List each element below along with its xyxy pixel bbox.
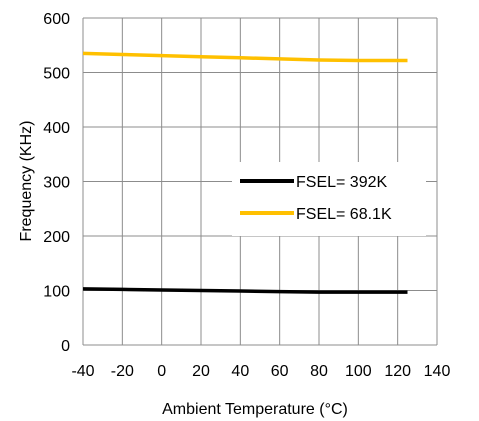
x-tick-label: 20 (192, 363, 210, 380)
y-tick-label: 600 (43, 11, 70, 28)
x-tick-labels: -40 -20 0 20 40 60 80 100 120 140 (71, 363, 450, 380)
y-axis-title: Frequency (KHz) (18, 121, 35, 242)
x-tick-label: 60 (271, 363, 289, 380)
series-lines (82, 51, 408, 294)
x-tick-label: -40 (71, 363, 94, 380)
y-tick-label: 100 (43, 284, 70, 301)
y-tick-label: 300 (43, 175, 70, 192)
x-tick-label: 120 (384, 363, 411, 380)
y-tick-label: 0 (61, 338, 70, 355)
x-axis-title: Ambient Temperature (°C) (162, 401, 348, 418)
legend-background (232, 162, 426, 236)
y-tick-labels: 0 100 200 300 400 500 600 (43, 11, 70, 355)
series-line-0 (82, 287, 408, 294)
y-tick-label: 200 (43, 229, 70, 246)
x-tick-label: 140 (424, 363, 451, 380)
series-line-1 (82, 51, 408, 63)
x-tick-label: 0 (157, 363, 166, 380)
x-tick-label: -20 (111, 363, 134, 380)
x-tick-label: 40 (231, 363, 249, 380)
x-tick-label: 100 (345, 363, 372, 380)
x-tick-label: 80 (310, 363, 328, 380)
legend-label-fsel-68k: FSEL= 68.1K (296, 206, 392, 223)
y-tick-label: 400 (43, 120, 70, 137)
legend: FSEL= 392K FSEL= 68.1K (232, 162, 426, 236)
legend-label-fsel-392k: FSEL= 392K (296, 174, 388, 191)
y-tick-label: 500 (43, 66, 70, 83)
